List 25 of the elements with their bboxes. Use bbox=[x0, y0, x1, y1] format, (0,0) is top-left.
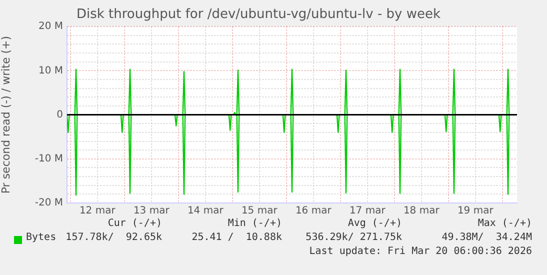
y-tick-label: -20 M bbox=[34, 198, 63, 209]
y-tick-label: 20 M bbox=[38, 21, 63, 32]
text: Min (-/+) bbox=[228, 218, 282, 229]
x-tick-label: 17 mar bbox=[349, 206, 386, 217]
y-tick-label: 10 M bbox=[38, 65, 63, 76]
x-tick-label: 15 mar bbox=[241, 206, 278, 217]
text: Avg (-/+) bbox=[348, 218, 402, 229]
chart-title: Disk throughput for /dev/ubuntu-vg/ubuntu-lv - by week bbox=[76, 7, 441, 22]
x-tick-label: 18 mar bbox=[403, 206, 440, 217]
text: Cur (-/+) bbox=[108, 218, 162, 229]
x-tick-label: 14 mar bbox=[187, 206, 224, 217]
text: Max (-/+) bbox=[478, 218, 532, 229]
legend-label: Bytes bbox=[26, 232, 56, 243]
x-tick-label: 19 mar bbox=[457, 206, 494, 217]
x-tick-label: 12 mar bbox=[79, 206, 116, 217]
text: 25.41 / 10.88k bbox=[192, 232, 282, 243]
y-tick-label: -10 M bbox=[34, 153, 63, 164]
text: 157.78k/ 92.65k bbox=[66, 232, 162, 243]
y-axis-title: Pr second read (-) / write (+) bbox=[0, 36, 12, 194]
y-tick-label: 0 bbox=[56, 109, 63, 120]
text: 536.29k/ 271.75k bbox=[306, 232, 402, 243]
text: 49.38M/ 34.24M bbox=[442, 232, 532, 243]
x-tick-label: 13 mar bbox=[133, 206, 170, 217]
x-tick-label: 16 mar bbox=[295, 206, 332, 217]
text: Last update: Fri Mar 20 06:00:36 2026 bbox=[309, 246, 532, 257]
